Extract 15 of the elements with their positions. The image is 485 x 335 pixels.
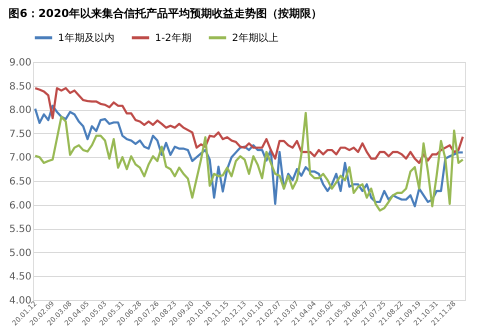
y-tick-label: 7.50	[9, 128, 32, 140]
line-series	[34, 87, 464, 164]
y-tick-label: 6.00	[9, 200, 32, 212]
legend-label: 2年期以上	[232, 32, 278, 44]
y-tick-label: 4.50	[9, 272, 32, 283]
y-tick-label: 7.00	[9, 152, 32, 164]
y-tick-label: 6.50	[9, 176, 32, 188]
y-tick-label: 5.50	[9, 224, 32, 236]
chart-title: 图6：2020年以来集合信托产品平均预期收益走势图（按期限）	[8, 7, 322, 20]
y-tick-label: 5.00	[9, 248, 32, 259]
legend-label: 1-2年期	[155, 32, 192, 44]
y-tick-label: 9.00	[9, 58, 32, 68]
y-tick-label: 8.00	[9, 105, 32, 116]
legend-label: 1年期及以内	[58, 32, 114, 44]
y-tick-label: 8.50	[9, 81, 32, 92]
